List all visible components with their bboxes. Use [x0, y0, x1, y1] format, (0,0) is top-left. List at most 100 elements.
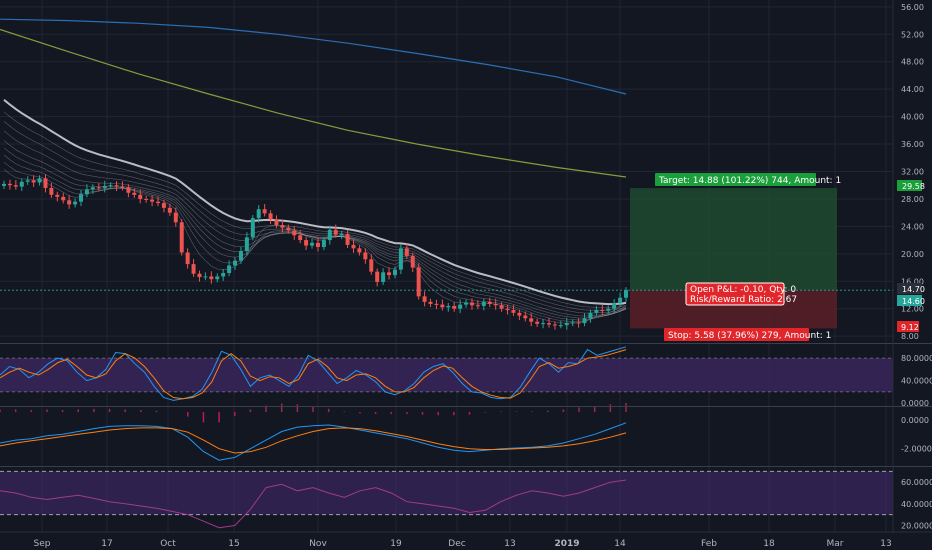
position-info-box[interactable]: Open P&L: -0.10, Qty: 0 Risk/Reward Rati…: [685, 282, 797, 306]
price-tick-label: 36.00: [901, 140, 924, 149]
candle-body: [310, 242, 315, 246]
candle-body: [233, 260, 238, 266]
candle-body: [315, 242, 320, 247]
time-tick-label: Oct: [160, 539, 176, 549]
candle-body: [351, 244, 356, 249]
candle-body: [114, 185, 119, 187]
price-tick-label: 48.00: [901, 58, 924, 67]
indicator-tick-label: 20.0000: [901, 522, 932, 531]
candle-body: [440, 304, 445, 308]
time-tick-label: Sep: [34, 539, 51, 549]
target-label-box[interactable]: Target: 14.88 (101.22%) 744, Amount: 1: [655, 173, 841, 186]
candle-body: [19, 181, 24, 187]
time-tick-label: 13: [880, 539, 891, 549]
candle-body: [422, 296, 427, 302]
candle-body: [197, 273, 202, 278]
candle-body: [375, 271, 380, 282]
candle-body: [552, 324, 557, 326]
candle-body: [173, 212, 178, 223]
candle-body: [546, 323, 551, 325]
candle-body: [416, 267, 421, 297]
ema-ribbon-line: [3, 147, 627, 319]
candle-body: [185, 252, 190, 265]
candle-body: [624, 290, 628, 298]
entry-price-text: 14.60: [902, 297, 925, 306]
candle-body: [369, 259, 374, 272]
candle-body: [564, 323, 569, 326]
candle-body: [256, 209, 261, 219]
target-price-tag: 29.58: [897, 180, 925, 191]
candle-body: [298, 235, 303, 241]
indicator-tick-label: 0.0000: [901, 416, 929, 425]
candle-body: [262, 209, 267, 214]
candle-body: [481, 301, 486, 306]
candle-body: [363, 252, 368, 260]
candlesticks: [2, 174, 628, 330]
candle-body: [606, 308, 611, 311]
time-axis[interactable]: Sep 17 Oct 15 Nov 19 Dec 13 2019 14 Feb 18 Mar 13: [0, 531, 932, 549]
time-tick-label: 15: [228, 539, 239, 549]
time-tick-label: 14: [614, 539, 626, 549]
candle-body: [268, 213, 273, 220]
time-tick-label: Dec: [448, 539, 465, 549]
candle-body: [357, 248, 362, 253]
candle-body: [227, 265, 232, 274]
candle-body: [280, 225, 285, 228]
ema-ribbon-line: [3, 169, 627, 324]
candle-body: [327, 229, 332, 241]
stop-price-tag: 9.12: [897, 321, 919, 332]
candle-body: [132, 192, 137, 195]
price-tick-label: 52.00: [901, 30, 924, 39]
candle-body: [493, 303, 498, 306]
price-tick-label: 40.00: [901, 113, 924, 122]
candle-body: [7, 183, 12, 186]
ma-olive-line: [0, 28, 627, 178]
time-tick-label: Mar: [827, 539, 844, 549]
moving-averages: [0, 18, 627, 178]
candle-body: [67, 200, 72, 205]
time-tick-label: 17: [101, 539, 112, 549]
stop-label-box[interactable]: Stop: 5.58 (37.96%) 279, Amount: 1: [664, 328, 831, 341]
candle-body: [487, 301, 492, 304]
osc-band: [0, 471, 893, 515]
price-tick-label: 8.00: [901, 332, 919, 341]
candle-body: [612, 303, 617, 309]
indicator-tick-label: 40.0000: [901, 500, 932, 509]
candle-body: [576, 322, 581, 324]
candle-body: [25, 180, 30, 182]
ma-blue-line: [0, 18, 627, 95]
candle-body: [13, 185, 18, 187]
last-price-tag: 14.70: [897, 283, 925, 294]
candle-body: [464, 302, 469, 305]
candle-body: [535, 321, 540, 324]
candle-body: [221, 273, 226, 277]
candle-body: [292, 230, 297, 236]
candle-body: [428, 301, 433, 304]
candle-body: [333, 229, 338, 235]
open-pnl-text: Open P&L: -0.10, Qty: 0: [690, 285, 796, 295]
price-tick-label: 56.00: [901, 3, 924, 12]
candle-body: [286, 227, 291, 231]
candle-body: [84, 189, 89, 195]
candle-body: [321, 240, 326, 247]
macd-signal-line: [0, 427, 627, 454]
time-tick-label: 18: [763, 539, 775, 549]
macd-line: [0, 422, 627, 461]
price-tick-label: 32.00: [901, 168, 924, 177]
candle-body: [102, 185, 107, 188]
ema-ribbon-line: [3, 161, 627, 323]
stoch-d-line: [0, 349, 627, 400]
candle-body: [600, 310, 605, 312]
candle-body: [179, 222, 184, 253]
candle-body: [469, 302, 474, 306]
candle-body: [31, 180, 36, 183]
price-axis[interactable]: 56.00 52.00 48.00 44.00 40.00 36.00 32.00 28.00…: [892, 0, 932, 532]
indicator-tick-label: 60.0000: [901, 478, 932, 487]
candle-body: [156, 201, 161, 204]
candle-body: [304, 240, 309, 246]
candle-body: [541, 323, 546, 325]
indicator-tick-label: 40.0000: [901, 377, 932, 386]
last-price-text: 14.70: [902, 285, 925, 294]
risk-reward-zones: [0, 188, 893, 329]
